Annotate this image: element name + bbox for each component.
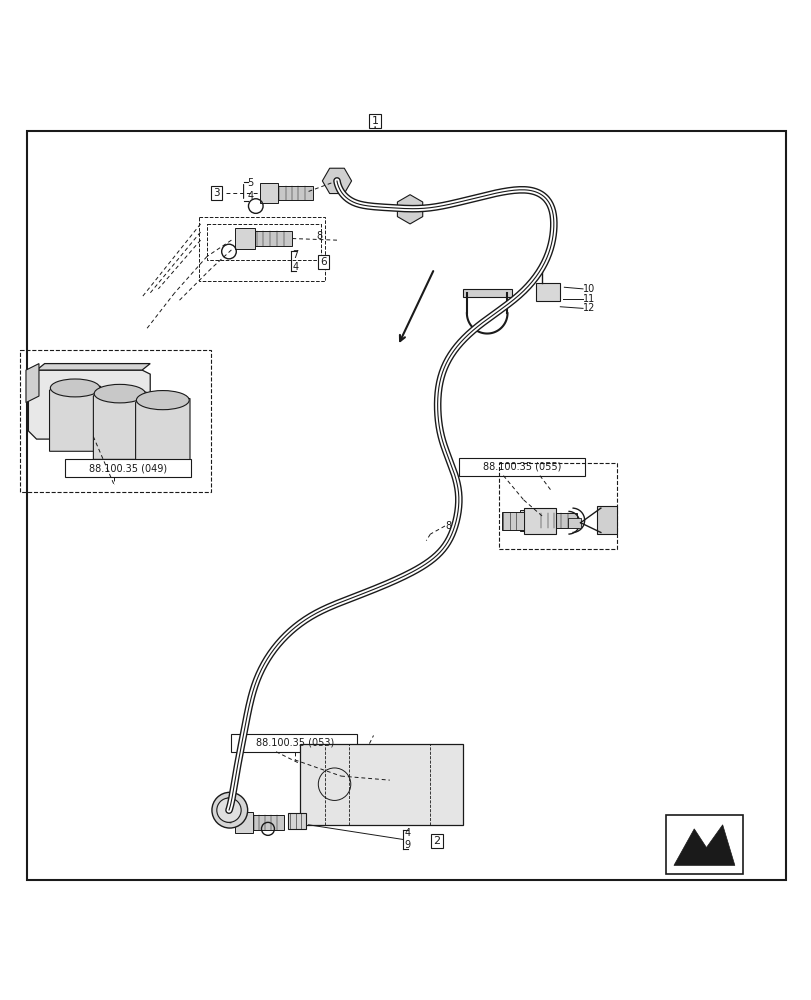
Text: 88.100.35 (053): 88.100.35 (053) [255, 738, 333, 748]
Bar [596, 506, 616, 534]
Text: 1: 1 [371, 116, 378, 126]
Bar [65, 459, 191, 477]
Text: 5: 5 [247, 178, 254, 188]
Bar [252, 815, 284, 830]
Bar [278, 186, 312, 200]
Ellipse shape [94, 384, 145, 403]
Bar [519, 510, 539, 531]
Polygon shape [93, 392, 146, 459]
Bar [288, 813, 306, 829]
Bar [665, 815, 742, 874]
Text: 9: 9 [404, 840, 410, 850]
Bar [539, 513, 576, 528]
Circle shape [217, 798, 241, 822]
Text: 8: 8 [444, 521, 451, 531]
Polygon shape [673, 825, 734, 865]
Ellipse shape [136, 391, 189, 410]
Text: 2: 2 [433, 836, 440, 846]
Bar [568, 518, 580, 528]
Bar [535, 283, 560, 301]
Text: 7: 7 [292, 250, 298, 260]
Bar [235, 228, 255, 249]
Bar [523, 508, 556, 534]
Bar [458, 458, 584, 476]
Bar [231, 734, 357, 752]
Text: 8: 8 [316, 231, 323, 241]
Text: 88.100.35 (049): 88.100.35 (049) [89, 463, 167, 473]
Ellipse shape [50, 379, 100, 397]
Polygon shape [28, 370, 150, 439]
Bar [255, 231, 292, 246]
Bar [501, 512, 523, 530]
Polygon shape [36, 364, 150, 370]
Polygon shape [26, 364, 39, 403]
Text: 4: 4 [292, 262, 298, 272]
Text: 10: 10 [582, 284, 594, 294]
Text: 12: 12 [582, 303, 594, 313]
Bar [260, 183, 278, 203]
Text: 4: 4 [404, 828, 410, 838]
Circle shape [212, 792, 247, 828]
Text: 6: 6 [320, 257, 326, 267]
Polygon shape [322, 168, 351, 194]
Text: 4: 4 [247, 191, 254, 201]
Text: 11: 11 [582, 294, 594, 304]
Bar [235, 812, 252, 833]
Bar [300, 744, 462, 825]
Polygon shape [135, 398, 190, 468]
Text: 3: 3 [213, 188, 220, 198]
Text: 88.100.35 (055): 88.100.35 (055) [483, 462, 560, 472]
Polygon shape [49, 386, 101, 451]
Bar [462, 289, 511, 297]
Polygon shape [397, 195, 423, 224]
